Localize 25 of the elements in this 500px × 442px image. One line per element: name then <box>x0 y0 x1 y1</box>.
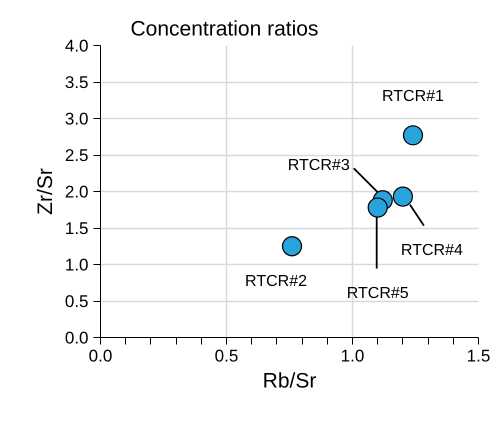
y-tick-label: 2.5 <box>64 146 89 165</box>
y-tick-label: 3.5 <box>64 73 89 92</box>
y-axis-title: Zr/Sr <box>34 168 57 215</box>
x-tick-label: 1.5 <box>466 346 490 366</box>
point <box>402 125 424 146</box>
y-tick-label: 1.5 <box>64 219 89 238</box>
y-tick-label: 0.5 <box>64 292 89 311</box>
x-tick-label: 0.5 <box>214 346 238 366</box>
x-tick-label: 0.0 <box>88 346 112 366</box>
x-axis-title: Rb/Sr <box>262 370 316 392</box>
point <box>282 236 302 256</box>
annotation: RTCR#1 <box>382 88 444 105</box>
y-tick-label: 4.0 <box>64 36 89 56</box>
chart-title: Concentration ratios <box>130 18 318 40</box>
annotation: RTCR#5 <box>346 285 409 302</box>
y-tick-label: 2.0 <box>64 182 89 202</box>
point <box>392 186 413 207</box>
point <box>368 197 388 218</box>
y-tick-label: 1.0 <box>64 256 89 274</box>
annotation: RTCR#2 <box>245 272 308 290</box>
x-tick-label: 1.0 <box>340 346 364 366</box>
annotation: RTCR#4 <box>400 242 463 260</box>
y-tick-label: 0.0 <box>64 328 89 348</box>
annotation: RTCR#3 <box>288 156 350 174</box>
y-tick-label: 3.0 <box>64 110 89 128</box>
